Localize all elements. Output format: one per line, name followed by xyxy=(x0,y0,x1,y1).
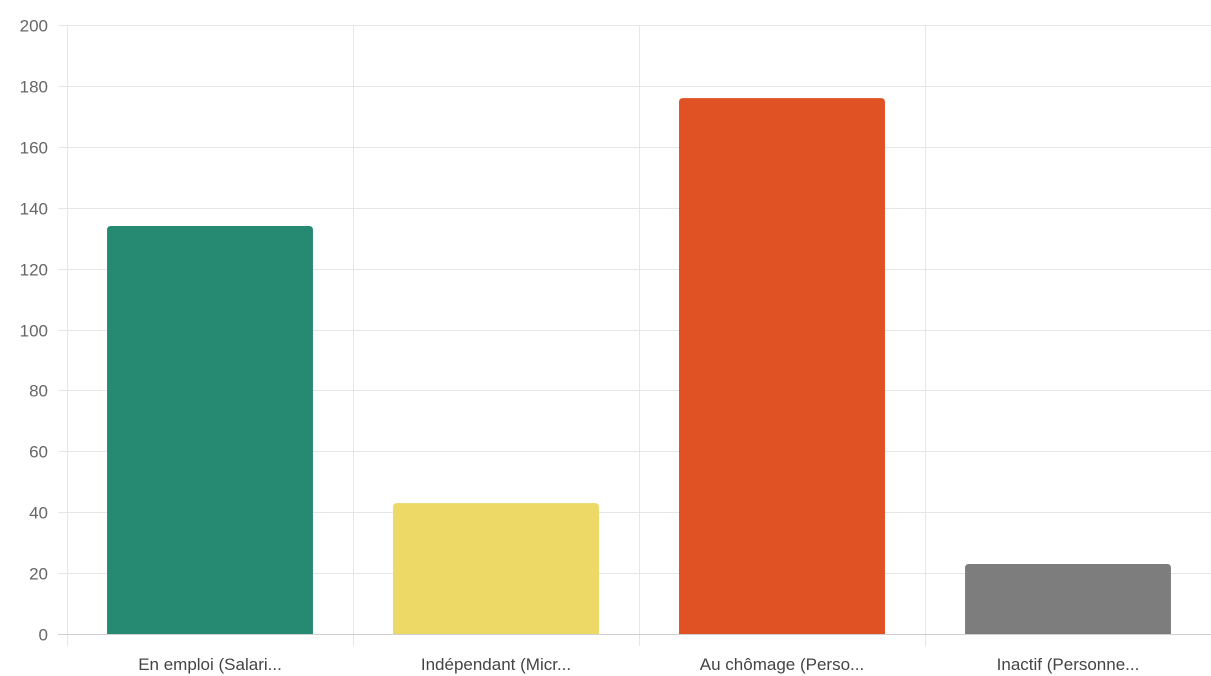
y-tick-label: 60 xyxy=(29,443,48,462)
y-tick-label: 0 xyxy=(39,626,48,645)
y-tick-label: 160 xyxy=(20,139,48,158)
x-tick-label: Inactif (Personne... xyxy=(997,655,1140,674)
bars xyxy=(107,98,1171,634)
x-tick-label: En emploi (Salari... xyxy=(138,655,282,674)
y-tick-label: 140 xyxy=(20,200,48,219)
y-tick-label: 200 xyxy=(20,17,48,36)
x-tick-label: Indépendant (Micr... xyxy=(421,655,571,674)
y-tick-label: 180 xyxy=(20,78,48,97)
x-tick-labels: En emploi (Salari... Indépendant (Micr...… xyxy=(138,655,1139,674)
x-tick-label: Au chômage (Perso... xyxy=(700,655,864,674)
y-tick-labels: 0 20 40 60 80 100 120 140 160 180 200 xyxy=(20,17,48,645)
y-tick-label: 80 xyxy=(29,382,48,401)
bar xyxy=(965,563,1171,634)
bar xyxy=(107,225,313,634)
y-tick-label: 120 xyxy=(20,261,48,280)
y-tick-label: 100 xyxy=(20,322,48,341)
y-tick-label: 40 xyxy=(29,504,48,523)
y-tick-label: 20 xyxy=(29,565,48,584)
bar xyxy=(393,503,599,634)
bar xyxy=(679,98,885,634)
